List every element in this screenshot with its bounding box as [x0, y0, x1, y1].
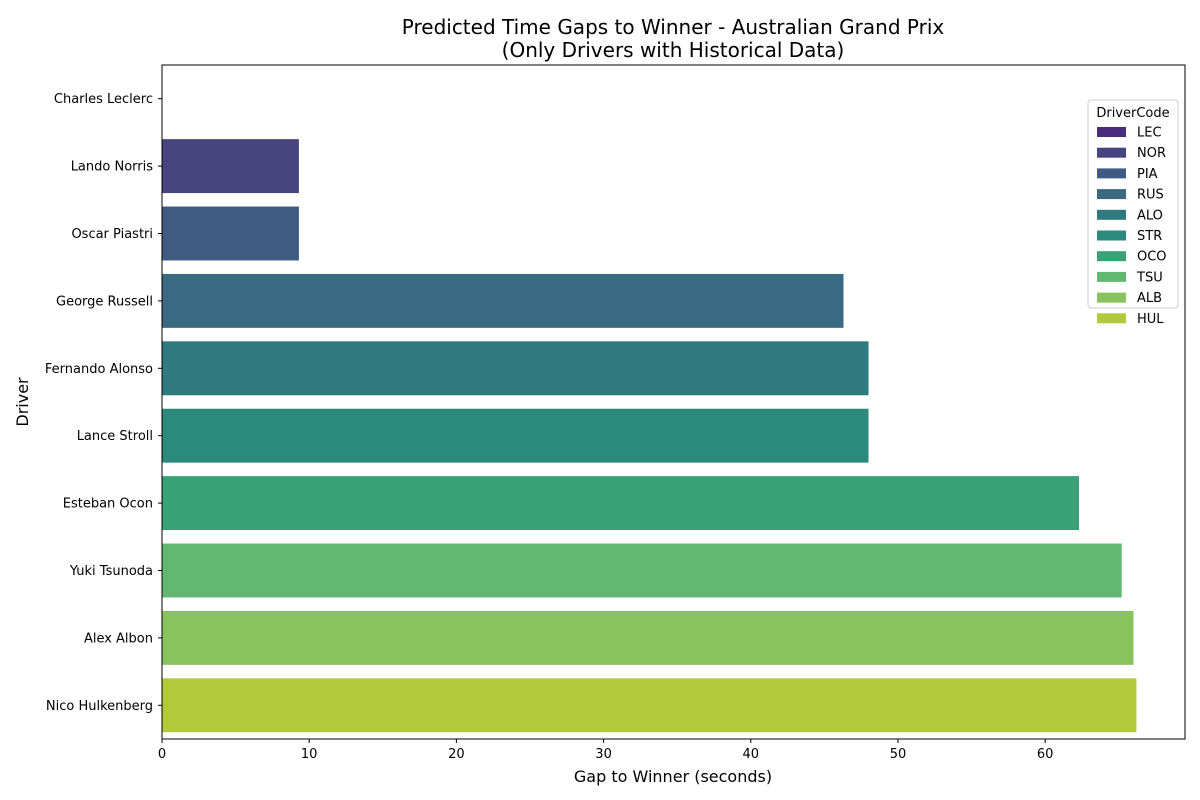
bar-str	[162, 408, 869, 463]
legend-swatch-alo	[1097, 209, 1126, 220]
x-axis-label: Gap to Winner (seconds)	[574, 767, 772, 786]
legend-label-rus: RUS	[1137, 188, 1164, 203]
legend: DriverCode LEC NOR PIA RUS ALO STR OCO TSU ALB HU…	[1087, 99, 1179, 327]
y-tick-label: Lance Stroll	[77, 429, 153, 444]
chart-title-line-2: (Only Drivers with Historical Data)	[502, 38, 845, 62]
legend-swatch-oco	[1097, 251, 1126, 262]
legend-label-nor: NOR	[1137, 146, 1166, 161]
legend-swatch-alb	[1097, 292, 1126, 303]
bar-rus	[162, 273, 844, 328]
legend-label-str: STR	[1137, 229, 1162, 244]
chart-title: Predicted Time Gaps to Winner - Australi…	[402, 15, 945, 62]
bar-tsu	[162, 543, 1122, 598]
y-tick-label: Fernando Alonso	[45, 362, 153, 377]
legend-label-alo: ALO	[1137, 208, 1163, 223]
plot-area-frame	[161, 64, 1186, 740]
legend-items: LEC NOR PIA RUS ALO STR OCO TSU ALB HUL	[1097, 126, 1167, 327]
y-tick-label: Esteban Ocon	[63, 497, 153, 512]
chart-title-line-1: Predicted Time Gaps to Winner - Australi…	[402, 15, 945, 39]
bar-alo	[162, 341, 869, 396]
legend-swatch-rus	[1097, 189, 1126, 200]
x-tick-label: 10	[301, 747, 318, 762]
legend-label-tsu: TSU	[1136, 270, 1163, 285]
legend-label-oco: OCO	[1137, 250, 1167, 265]
bar-pia	[162, 206, 299, 261]
x-tick-label: 30	[595, 747, 612, 762]
legend-label-hul: HUL	[1137, 312, 1164, 327]
x-tick-label: 20	[448, 747, 465, 762]
x-tick-label: 60	[1037, 747, 1054, 762]
x-tick-label: 50	[890, 747, 907, 762]
legend-label-lec: LEC	[1137, 126, 1162, 141]
y-tick-label: Yuki Tsunoda	[69, 564, 153, 579]
y-tick-label: Lando Norris	[71, 160, 154, 175]
bar-alb	[162, 610, 1134, 665]
legend-swatch-tsu	[1097, 271, 1126, 282]
bars	[162, 139, 1137, 733]
legend-label-pia: PIA	[1137, 167, 1158, 182]
bar-oco	[162, 476, 1080, 531]
y-axis-ticks: Charles Leclerc Lando Norris Oscar Piastri…	[45, 92, 162, 714]
legend-swatch-lec	[1097, 127, 1126, 137]
x-axis-ticks: 0 10 20 30 40 50 60	[158, 739, 1054, 762]
bar-hul	[162, 678, 1137, 733]
legend-swatch-nor	[1097, 147, 1126, 158]
x-tick-label: 0	[158, 747, 166, 762]
y-tick-label: Charles Leclerc	[54, 92, 153, 107]
legend-title: DriverCode	[1096, 106, 1169, 121]
legend-swatch-hul	[1097, 313, 1126, 324]
y-tick-label: George Russell	[56, 294, 153, 309]
y-axis-label: Driver	[13, 377, 32, 427]
legend-swatch-pia	[1097, 168, 1126, 179]
legend-swatch-str	[1097, 230, 1126, 241]
x-tick-label: 40	[743, 747, 760, 762]
y-tick-label: Nico Hulkenberg	[46, 699, 153, 714]
legend-label-alb: ALB	[1137, 291, 1162, 306]
y-tick-label: Alex Albon	[84, 631, 153, 646]
y-tick-label: Oscar Piastri	[71, 227, 153, 242]
bar-nor	[162, 139, 299, 194]
